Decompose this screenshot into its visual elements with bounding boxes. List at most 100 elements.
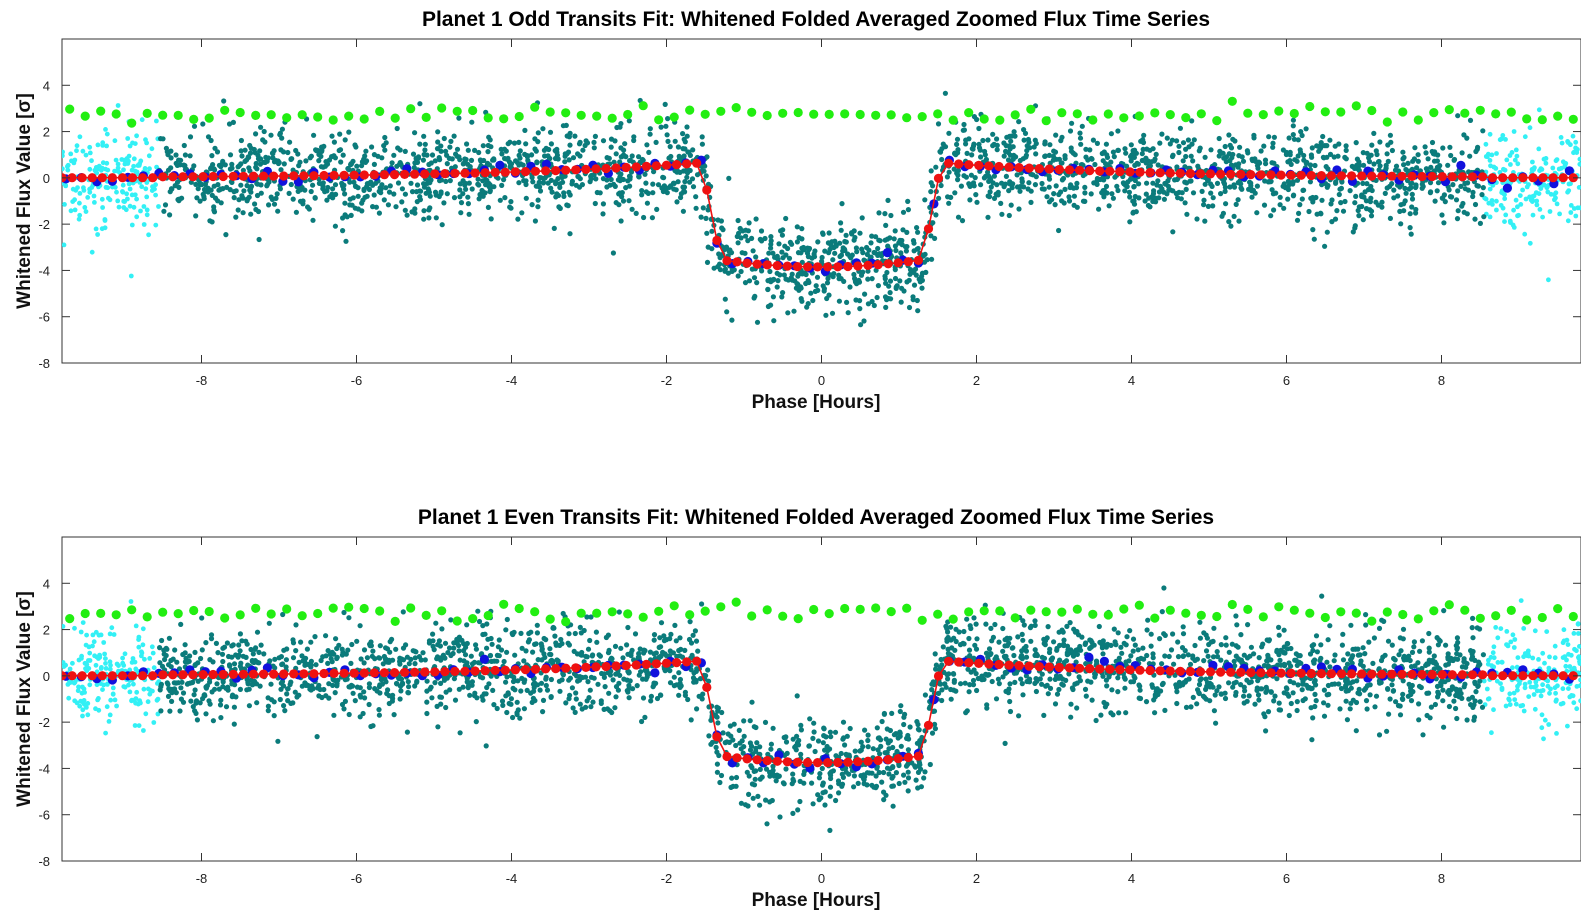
raw-point (680, 131, 686, 137)
edge-point (1542, 717, 1548, 723)
raw-point (1144, 146, 1150, 152)
raw-point (548, 177, 554, 183)
raw-point (195, 678, 201, 684)
raw-point (555, 156, 561, 162)
raw-point (1297, 202, 1303, 208)
raw-point (906, 277, 912, 283)
raw-point (1434, 188, 1440, 194)
raw-point (1222, 143, 1228, 150)
residual-point (623, 109, 633, 120)
edge-point (1494, 207, 1499, 213)
raw-point (540, 697, 547, 704)
odd-plot-area (61, 38, 1581, 364)
raw-point (1104, 683, 1110, 689)
raw-point (638, 159, 644, 166)
residual-point (1336, 107, 1346, 117)
raw-point (898, 703, 904, 709)
fit-point (1478, 172, 1488, 182)
edge-point (1482, 195, 1488, 201)
raw-point (1332, 143, 1338, 149)
raw-point (1407, 211, 1413, 217)
raw-point (945, 650, 952, 656)
raw-point (1227, 184, 1233, 190)
raw-point (433, 620, 439, 626)
edge-point (1540, 682, 1545, 688)
edge-point (139, 184, 145, 190)
fit-point (1488, 173, 1498, 183)
raw-point (236, 163, 242, 169)
fit-point (1387, 171, 1397, 181)
raw-point (207, 218, 213, 224)
residual-point (607, 113, 617, 123)
raw-point (275, 208, 281, 214)
raw-point (1427, 180, 1434, 186)
raw-point (310, 217, 316, 223)
edge-point (92, 653, 97, 659)
edge-point (1547, 209, 1553, 214)
raw-point (944, 174, 951, 180)
raw-point (1202, 181, 1208, 187)
edge-point (1531, 692, 1537, 697)
raw-point (1094, 140, 1100, 146)
edge-point (1511, 645, 1517, 650)
raw-point (476, 182, 482, 188)
residual-point (824, 109, 834, 119)
raw-point (1109, 687, 1115, 693)
raw-point (842, 742, 848, 748)
edge-point (1544, 629, 1550, 634)
raw-point (810, 735, 816, 742)
raw-point (717, 267, 724, 273)
raw-point (1131, 154, 1137, 160)
fit-point (188, 172, 198, 182)
raw-point (1255, 678, 1261, 684)
raw-point (790, 771, 796, 777)
raw-point (1458, 183, 1464, 189)
raw-point (402, 191, 408, 197)
raw-point (514, 159, 521, 166)
raw-point (1303, 160, 1309, 166)
raw-point (1220, 210, 1226, 216)
fit-point (1286, 170, 1296, 180)
edge-point (1541, 736, 1546, 742)
raw-point (1226, 649, 1232, 655)
raw-point (1403, 190, 1409, 196)
edge-point (1481, 678, 1487, 684)
raw-point (1033, 151, 1039, 157)
raw-point (1147, 163, 1153, 169)
raw-point (1464, 211, 1470, 217)
raw-point (751, 275, 758, 281)
raw-point (992, 621, 998, 628)
raw-point (1101, 177, 1107, 183)
raw-point (279, 126, 285, 132)
fit-point (480, 168, 490, 178)
raw-point (508, 696, 514, 702)
edge-point (1511, 690, 1517, 696)
raw-point (1194, 216, 1200, 222)
residual-point (576, 110, 586, 120)
raw-point (1144, 180, 1150, 186)
raw-point (293, 209, 299, 215)
edge-point (131, 681, 136, 687)
raw-point (684, 124, 690, 130)
edge-point (102, 218, 108, 223)
edge-point (87, 166, 93, 172)
edge-point (75, 688, 81, 694)
raw-point (1139, 157, 1145, 164)
raw-point (684, 133, 690, 139)
fit-point (530, 166, 541, 176)
raw-point (438, 148, 444, 154)
raw-point (1415, 158, 1421, 164)
edge-point (139, 653, 144, 659)
raw-point (1140, 645, 1146, 651)
edge-point (1510, 632, 1516, 638)
raw-point (860, 744, 866, 750)
raw-point (1025, 186, 1031, 192)
raw-point (371, 152, 377, 158)
raw-point (1111, 626, 1117, 632)
fit-point (1518, 173, 1528, 183)
raw-point (882, 294, 889, 300)
raw-point (885, 243, 891, 249)
raw-point (851, 773, 858, 779)
edge-point (100, 205, 105, 210)
edge-point (1530, 212, 1536, 218)
